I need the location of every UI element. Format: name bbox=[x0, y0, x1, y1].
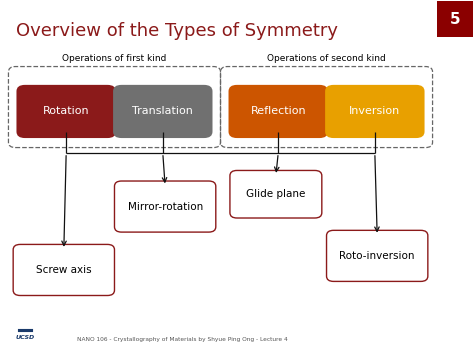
Text: Operations of first kind: Operations of first kind bbox=[62, 54, 167, 63]
FancyBboxPatch shape bbox=[230, 170, 322, 218]
Text: Operations of second kind: Operations of second kind bbox=[267, 54, 386, 63]
Text: Inversion: Inversion bbox=[349, 106, 401, 116]
Text: Glide plane: Glide plane bbox=[246, 189, 306, 199]
FancyBboxPatch shape bbox=[438, 1, 473, 37]
FancyBboxPatch shape bbox=[113, 85, 212, 138]
FancyBboxPatch shape bbox=[13, 245, 115, 295]
Text: UCSD: UCSD bbox=[15, 335, 35, 340]
Text: 5: 5 bbox=[450, 11, 460, 27]
Text: NANO 106 - Crystallography of Materials by Shyue Ping Ong - Lecture 4: NANO 106 - Crystallography of Materials … bbox=[77, 337, 288, 342]
Text: Mirror-rotation: Mirror-rotation bbox=[128, 202, 203, 212]
Text: Reflection: Reflection bbox=[250, 106, 306, 116]
FancyBboxPatch shape bbox=[115, 181, 216, 232]
FancyBboxPatch shape bbox=[228, 85, 328, 138]
Text: Translation: Translation bbox=[132, 106, 193, 116]
FancyBboxPatch shape bbox=[327, 230, 428, 282]
Text: Screw axis: Screw axis bbox=[36, 265, 91, 275]
FancyBboxPatch shape bbox=[325, 85, 425, 138]
Text: Overview of the Types of Symmetry: Overview of the Types of Symmetry bbox=[16, 22, 337, 40]
Text: Rotation: Rotation bbox=[43, 106, 90, 116]
Text: Roto-inversion: Roto-inversion bbox=[339, 251, 415, 261]
FancyBboxPatch shape bbox=[17, 85, 116, 138]
